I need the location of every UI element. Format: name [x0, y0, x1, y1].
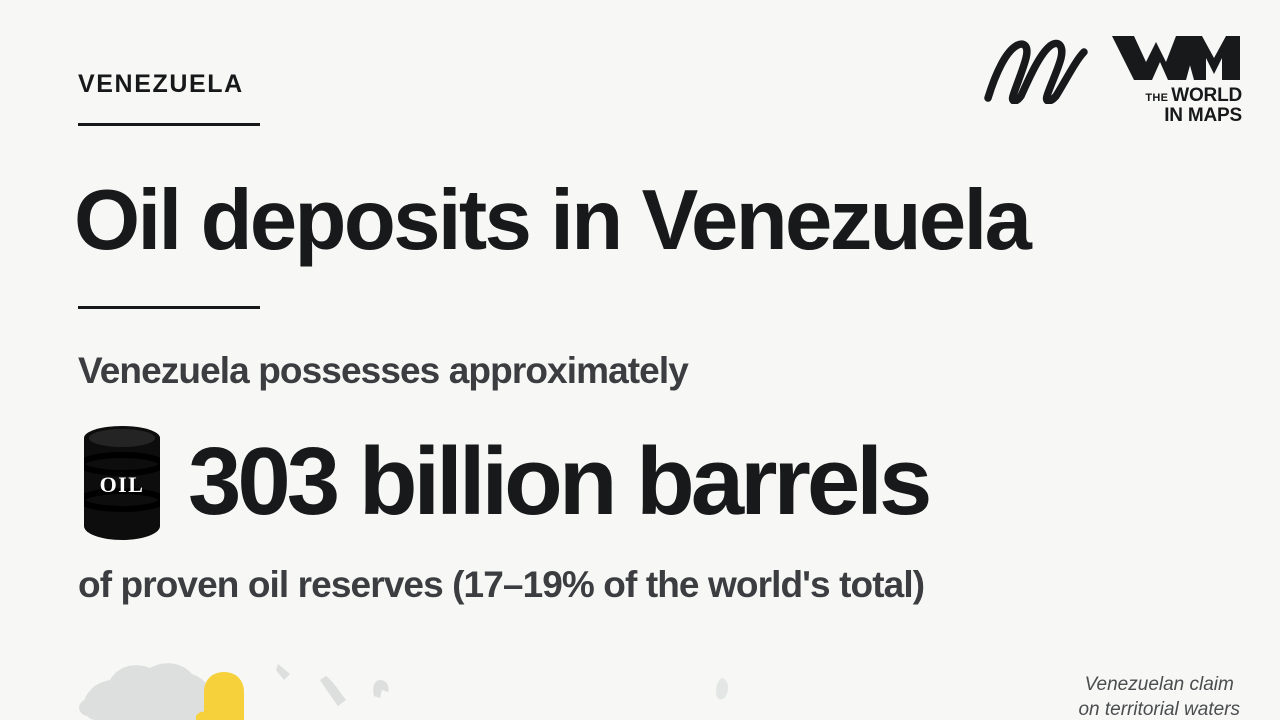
- kicker-divider: [78, 123, 260, 126]
- wm-line-one: THE WORLD: [1145, 86, 1242, 105]
- wm-world-label: WORLD: [1171, 85, 1242, 106]
- map-layer: [79, 663, 729, 720]
- title-divider: [78, 306, 260, 309]
- oil-barrel-label: OIL: [100, 472, 145, 497]
- claimed-territory: [204, 672, 244, 720]
- wm-zigzag-icon: [1112, 36, 1240, 80]
- headline-figure: 303 billion barrels: [188, 428, 932, 535]
- wm-logo-block: THE WORLD IN MAPS: [1110, 32, 1242, 125]
- brand-logo[interactable]: THE WORLD IN MAPS: [980, 32, 1242, 125]
- page-title: Oil deposits in Venezuela: [74, 173, 1032, 268]
- annotation-line-two: on territorial waters: [1078, 699, 1240, 720]
- kicker-block: VENEZUELA: [78, 72, 260, 126]
- wm-the-label: THE: [1145, 92, 1169, 104]
- island-sliver-d: [716, 678, 729, 700]
- claimed-territory-spur: [196, 711, 212, 720]
- lead-statement: Venezuela possesses approximately: [78, 350, 689, 391]
- script-m-icon: [984, 39, 1088, 104]
- island-sliver-b: [320, 676, 346, 706]
- mainland-notch: [79, 698, 98, 716]
- annotation-line-one: Venezuelan claim: [1084, 674, 1234, 695]
- wm-inmaps-label: IN MAPS: [1164, 105, 1242, 126]
- island-sliver-a: [276, 664, 290, 680]
- mainland-landmass: [83, 663, 215, 720]
- kicker-label: VENEZUELA: [78, 70, 244, 98]
- supporting-statement: of proven oil reserves (17–19% of the wo…: [78, 564, 925, 605]
- island-sliver-c: [373, 680, 389, 698]
- headline-figure-row: OIL 303 billion barrels: [78, 420, 932, 544]
- map-annotation: Venezuelan claim on territorial waters: [1078, 672, 1240, 720]
- wm-wordmark: THE WORLD IN MAPS: [1145, 86, 1242, 125]
- oil-barrel-icon: OIL: [84, 426, 160, 540]
